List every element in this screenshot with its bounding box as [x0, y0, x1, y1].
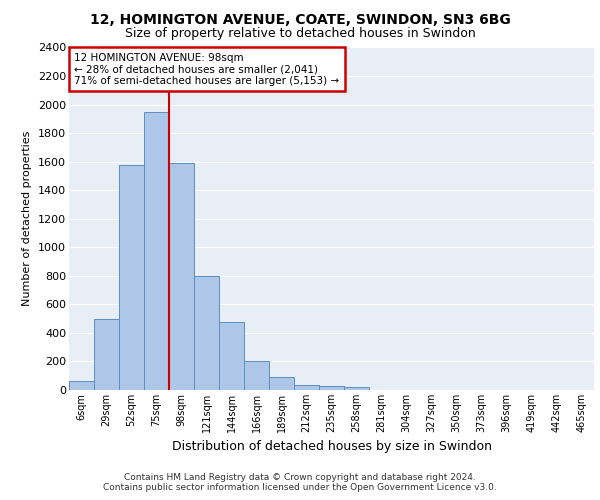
Bar: [344, 387, 369, 390]
Bar: [94, 318, 119, 390]
Bar: [219, 322, 244, 390]
X-axis label: Distribution of detached houses by size in Swindon: Distribution of detached houses by size …: [172, 440, 491, 454]
Bar: [244, 362, 269, 390]
Y-axis label: Number of detached properties: Number of detached properties: [22, 131, 32, 306]
Bar: [269, 377, 294, 390]
Bar: [294, 385, 319, 390]
Bar: [169, 163, 194, 390]
Bar: [119, 164, 144, 390]
Text: 12 HOMINGTON AVENUE: 98sqm
← 28% of detached houses are smaller (2,041)
71% of s: 12 HOMINGTON AVENUE: 98sqm ← 28% of deta…: [74, 52, 340, 86]
Bar: [319, 386, 344, 390]
Text: 12, HOMINGTON AVENUE, COATE, SWINDON, SN3 6BG: 12, HOMINGTON AVENUE, COATE, SWINDON, SN…: [89, 12, 511, 26]
Text: Size of property relative to detached houses in Swindon: Size of property relative to detached ho…: [125, 26, 475, 40]
Text: Contains HM Land Registry data © Crown copyright and database right 2024.
Contai: Contains HM Land Registry data © Crown c…: [103, 473, 497, 492]
Bar: [144, 112, 169, 390]
Bar: [194, 276, 219, 390]
Bar: [69, 382, 94, 390]
